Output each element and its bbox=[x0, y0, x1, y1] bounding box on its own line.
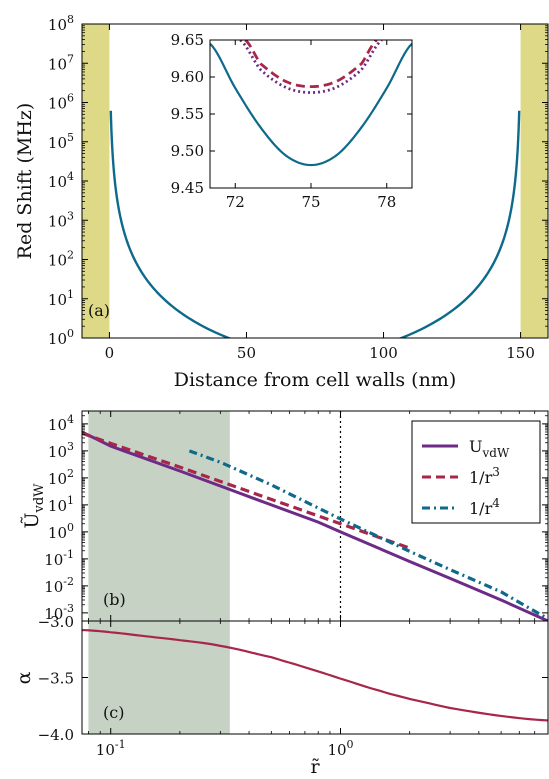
y-tick-label: 10-1 bbox=[44, 548, 74, 569]
inset-x-tick-label: 78 bbox=[377, 193, 396, 211]
inset-x-tick-label: 72 bbox=[226, 193, 245, 211]
panel-c-ylabel: α bbox=[13, 671, 35, 684]
inset-background bbox=[210, 40, 412, 188]
alpha-curve bbox=[82, 628, 548, 722]
inset-curves bbox=[210, 40, 412, 167]
panel-c-curves bbox=[82, 628, 548, 722]
y-tick-label: −3.0 bbox=[38, 613, 74, 631]
y-tick-label: 103 bbox=[48, 440, 74, 461]
y-tick-label: 102 bbox=[48, 249, 74, 270]
panel-c-xlabel: r̃ bbox=[310, 756, 320, 778]
inset-y-tick-label: 9.55 bbox=[171, 105, 204, 123]
y-tick-label: 107 bbox=[48, 52, 74, 73]
panel-b: 10-3 10-2 10-1 100 101 102 103 104 (b) ŨvdW Uvd… bbox=[20, 410, 549, 623]
panel-c-ticks: −3.0 −3.5 −4.0 10-1 100 bbox=[38, 613, 548, 759]
y-tick-label: −3.5 bbox=[38, 670, 74, 688]
x-tick-label: 50 bbox=[237, 344, 256, 362]
inset-ticks: 72 75 78 9.45 9.50 9.55 9.60 9.65 bbox=[171, 31, 412, 211]
y-tick-label: 10-3 bbox=[44, 602, 74, 623]
legend-label-2: 1/r3 bbox=[469, 465, 500, 487]
panel-b-curves bbox=[82, 430, 548, 621]
inset-curve-dashed bbox=[244, 40, 378, 89]
shaded-region bbox=[88, 621, 230, 734]
y-tick-label: 103 bbox=[48, 209, 74, 230]
inset-curve-solid bbox=[210, 42, 412, 167]
panel-b-ylabel: ŨvdW bbox=[20, 483, 47, 529]
inset-plot: 72 75 78 9.45 9.50 9.55 9.60 9.65 bbox=[171, 31, 413, 211]
x-tick-label: 100 bbox=[327, 738, 353, 759]
panel-a-label: (a) bbox=[88, 301, 110, 320]
y-tick-label: 10-2 bbox=[44, 575, 74, 596]
inset-y-tick-label: 9.60 bbox=[171, 68, 204, 86]
y-tick-label: 106 bbox=[48, 92, 74, 113]
x-tick-label: 100 bbox=[369, 344, 398, 362]
redshift-curve bbox=[109, 110, 521, 338]
panel-a-ylabel: Red Shift (MHz) bbox=[14, 103, 36, 260]
legend-label-1: UvdW bbox=[469, 437, 510, 460]
y-tick-label: 104 bbox=[48, 413, 74, 434]
legend: UvdW 1/r3 1/r4 bbox=[411, 420, 541, 524]
y-tick-label: 100 bbox=[48, 521, 74, 542]
panel-b-ticks: 10-3 10-2 10-1 100 101 102 103 104 bbox=[44, 411, 548, 623]
inset-y-tick-label: 9.65 bbox=[171, 31, 204, 49]
x-tick-label: 0 bbox=[105, 344, 115, 362]
x-tick-label: 10-1 bbox=[96, 738, 126, 759]
y-tick-label: 102 bbox=[48, 467, 74, 488]
inset-curve-dotted bbox=[239, 40, 383, 94]
legend-box bbox=[411, 420, 541, 524]
y-tick-label: 101 bbox=[48, 494, 74, 515]
y-tick-label: 105 bbox=[48, 131, 74, 152]
panel-a-xlabel: Distance from cell walls (nm) bbox=[174, 369, 457, 391]
panel-a: 0 50 100 150 100 101 102 103 104 105 106 107 108 (a)… bbox=[14, 13, 549, 391]
panel-c-shaded-region bbox=[88, 621, 230, 734]
legend-items: UvdW 1/r3 1/r4 bbox=[422, 437, 510, 518]
redshift-curves bbox=[109, 110, 521, 338]
y-tick-label: −4.0 bbox=[38, 726, 74, 744]
panel-a-ticks: 0 50 100 150 100 101 102 103 104 105 106 107 108 bbox=[48, 13, 548, 362]
series-line-2 bbox=[82, 431, 411, 550]
y-tick-label: 100 bbox=[48, 327, 74, 348]
x-tick-label: 150 bbox=[506, 344, 535, 362]
panel-b-label: (b) bbox=[103, 590, 126, 609]
y-tick-label: 101 bbox=[48, 288, 74, 309]
series-line-3 bbox=[188, 449, 548, 621]
panel-c-label: (c) bbox=[103, 703, 124, 722]
inset-x-tick-label: 75 bbox=[301, 193, 320, 211]
y-tick-label: 108 bbox=[48, 13, 74, 34]
inset-y-tick-label: 9.45 bbox=[171, 179, 204, 197]
series-line-1 bbox=[82, 430, 548, 621]
inset-y-tick-label: 9.50 bbox=[171, 142, 204, 160]
legend-label-3: 1/r4 bbox=[469, 496, 500, 518]
y-tick-label: 104 bbox=[48, 170, 74, 191]
panel-c: −3.0 −3.5 −4.0 10-1 100 (c) α r̃ bbox=[13, 613, 549, 778]
